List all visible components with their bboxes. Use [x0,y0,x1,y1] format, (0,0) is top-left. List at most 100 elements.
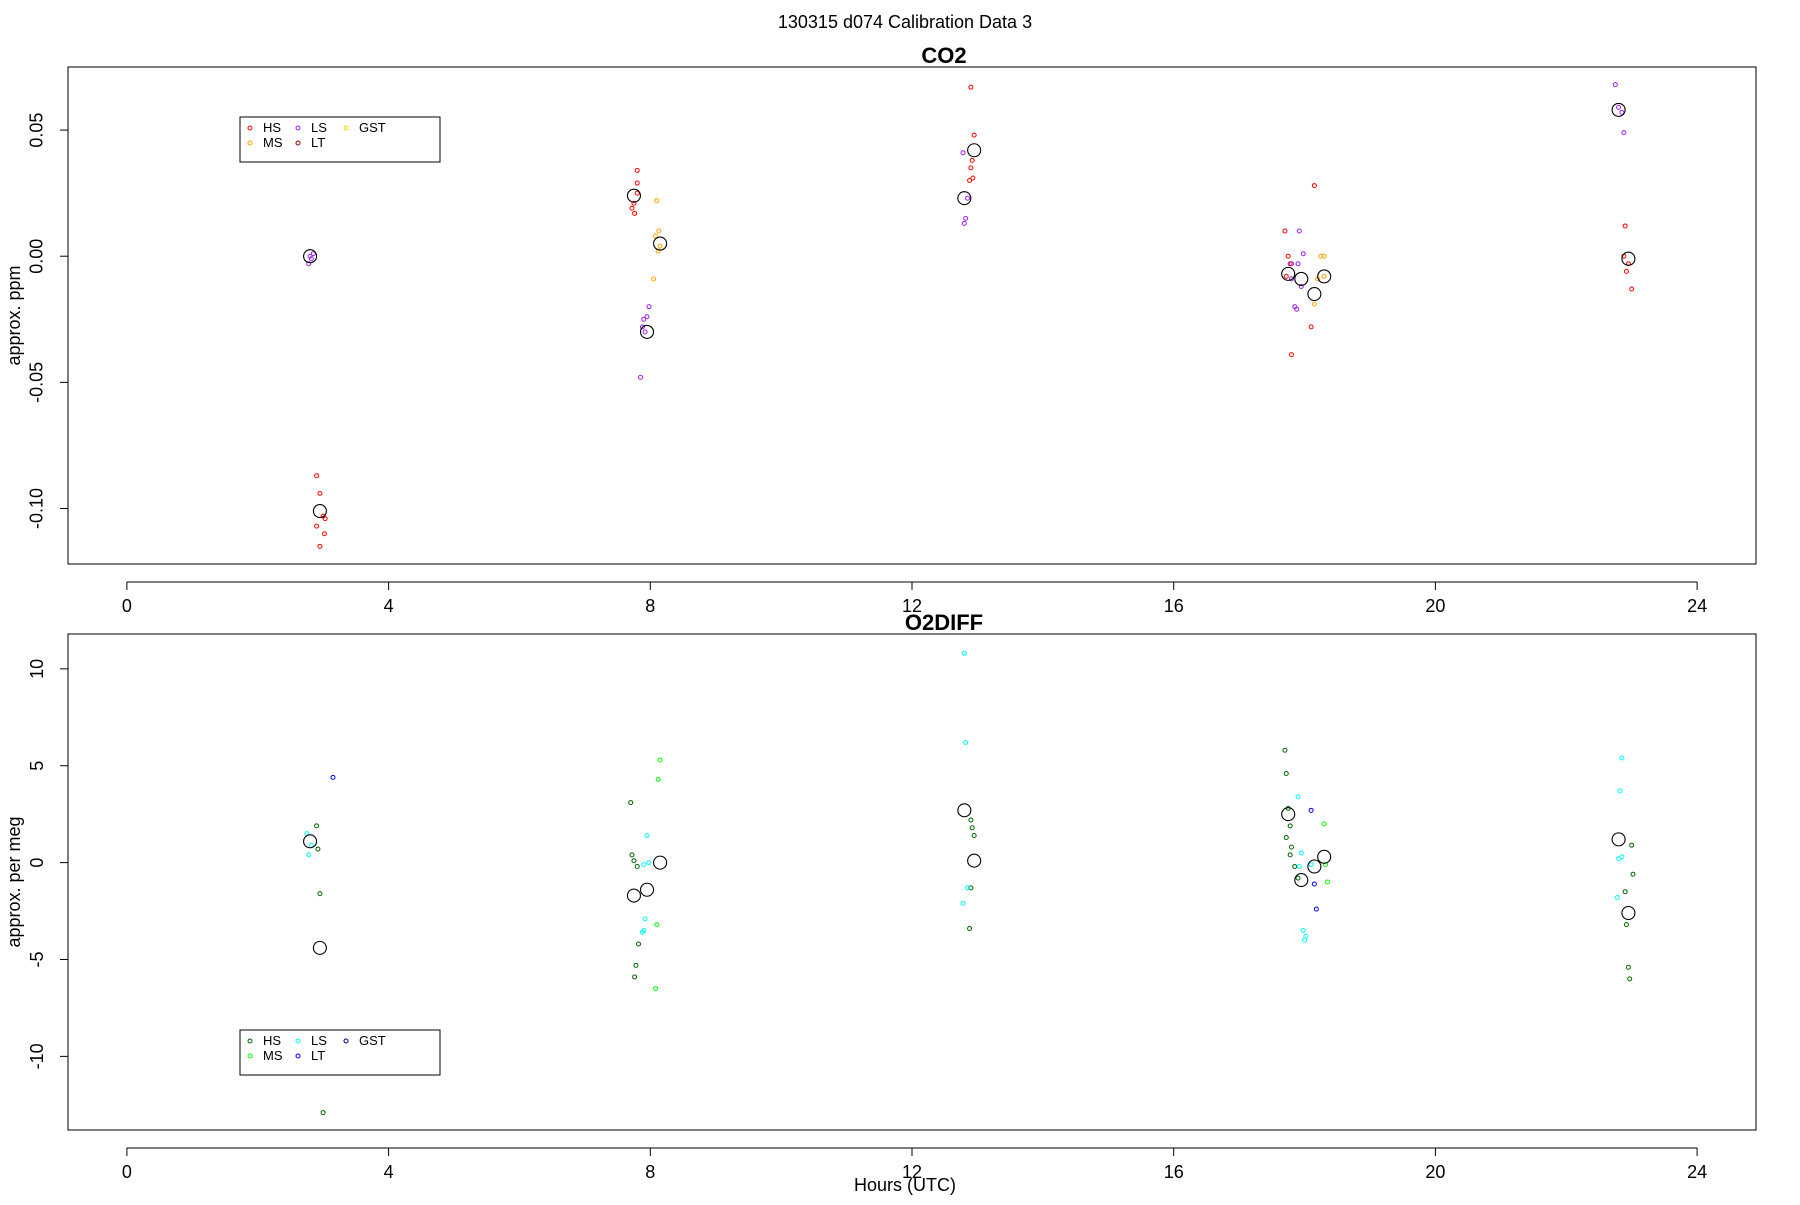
data-point-ls-21 [1617,788,1623,794]
x-axis-label: Hours (UTC) [854,1175,956,1195]
data-point-hs-12 [969,825,975,831]
data-point-hs-8 [636,941,642,947]
data-point-ls-1 [308,256,314,262]
plot-frame [67,66,1757,565]
data-point-ls-18 [1294,306,1300,312]
data-point-ms-4 [1321,821,1327,827]
data-point-ls-6 [642,916,648,922]
data-point-ls-13 [960,150,966,156]
data-point-ms-10 [1321,273,1327,279]
data-point-hs-20 [1285,253,1291,259]
x-tick-label: 8 [645,596,655,616]
y-tick-label: 5 [27,761,47,771]
legend-marker-lt [295,140,301,146]
data-point-hs-12 [634,190,640,196]
data-point-hs-25 [1308,324,1314,330]
chart-panel-1: O2DIFF 0 4 8 12 16 20 24 -10 -5 0 5 10 approx. per me… [4,610,1757,1182]
data-point-hs-19 [1282,228,1288,234]
data-point-hs-4 [321,531,327,537]
x-tick-label: 20 [1425,1162,1445,1182]
data-point-ms-0 [654,198,660,204]
data-point-ls-5 [641,316,647,322]
data-point-ls-22 [1612,82,1618,88]
data-point-ls-24 [1614,895,1620,900]
legend-label-hs: HS [263,120,281,135]
mean-point-0 [303,834,318,849]
data-point-hs-23 [1292,864,1298,869]
y-tick-label: 10 [27,659,47,679]
legend-box [239,116,441,163]
mean-point-12 [1621,905,1636,921]
data-point-lt-1 [1308,807,1314,813]
data-point-ms-3 [653,233,659,239]
data-point-ls-24 [1619,109,1625,115]
legend-label-ls: LS [311,1033,327,1048]
x-tick-label: 12 [902,596,922,616]
x-tick-label: 0 [122,1162,132,1182]
data-point-ls-20 [1300,251,1306,257]
data-point-hs-29 [1629,842,1635,848]
data-point-hs-6 [322,516,328,522]
figure-title: 130315 d074 Calibration Data 3 [778,12,1032,32]
data-point-hs-8 [634,180,640,186]
y-tick-label: -5 [27,951,47,967]
data-point-ls-18 [1302,937,1308,943]
data-point-ls-19 [1298,283,1304,289]
data-point-hs-19 [1287,823,1293,829]
mean-point-11 [1611,102,1626,117]
mean-point-7 [1281,266,1296,281]
legend-marker-lt [295,1053,301,1059]
data-point-ls-6 [644,314,650,320]
data-point-hs-16 [1282,747,1288,753]
legend-marker-hs [247,1038,253,1044]
mean-point-8 [1294,271,1309,286]
data-point-ms-9 [1311,301,1317,307]
chart-panel-0: CO2 0 4 8 12 16 20 24 -0.10 -0.05 0.00 0.05 approx. … [4,43,1757,616]
data-point-ls-14 [1298,850,1304,856]
legend-label-ms: MS [263,1048,283,1063]
data-point-hs-0 [314,823,320,829]
data-point-ms-4 [651,276,657,282]
data-point-ls-14 [1288,261,1294,267]
data-point-hs-24 [1295,875,1301,881]
data-point-hs-21 [1288,844,1294,850]
data-point-ms-2 [655,248,661,254]
mean-point-2 [626,888,641,903]
y-tick-label: -10 [27,1043,47,1069]
legend-marker-ms [247,140,253,146]
mean-point-1 [312,940,327,955]
data-point-ls-4 [637,374,643,380]
data-point-hs-1 [315,846,321,852]
data-point-ls-20 [1619,755,1625,761]
data-point-ls-8 [641,927,647,933]
y-axis-label: approx. per meg [4,816,24,947]
data-point-ls-3 [310,251,316,257]
x-tick-label: 24 [1687,596,1707,616]
data-point-ls-0 [307,253,313,259]
data-point-hs-24 [1311,183,1317,189]
data-point-hs-5 [629,852,635,858]
legend-label-gst: GST [359,1033,386,1048]
data-point-lt-2 [1311,881,1317,887]
legend: HS LS GST MS LT [239,116,441,163]
data-point-ls-21 [1288,276,1294,282]
data-point-ls-11 [963,215,969,221]
data-point-hs-26 [1622,223,1628,229]
data-point-ls-23 [1619,854,1625,860]
mean-point-0 [303,249,318,264]
data-point-hs-2 [317,891,323,897]
data-point-hs-18 [967,178,973,184]
mean-point-6 [967,853,982,868]
legend-marker-hs [247,125,253,131]
x-tick-label: 16 [1164,1162,1184,1182]
plot-frame [67,633,1757,1131]
mean-point-3 [639,324,655,339]
data-point-hs-6 [631,858,637,864]
data-point-hs-13 [971,833,977,838]
data-point-hs-28 [1623,268,1629,274]
mean-point-10 [1317,849,1332,864]
mean-point-9 [1307,859,1322,874]
mean-point-7 [1281,807,1296,822]
data-point-hs-16 [968,165,974,171]
x-tick-label: 0 [122,596,132,616]
